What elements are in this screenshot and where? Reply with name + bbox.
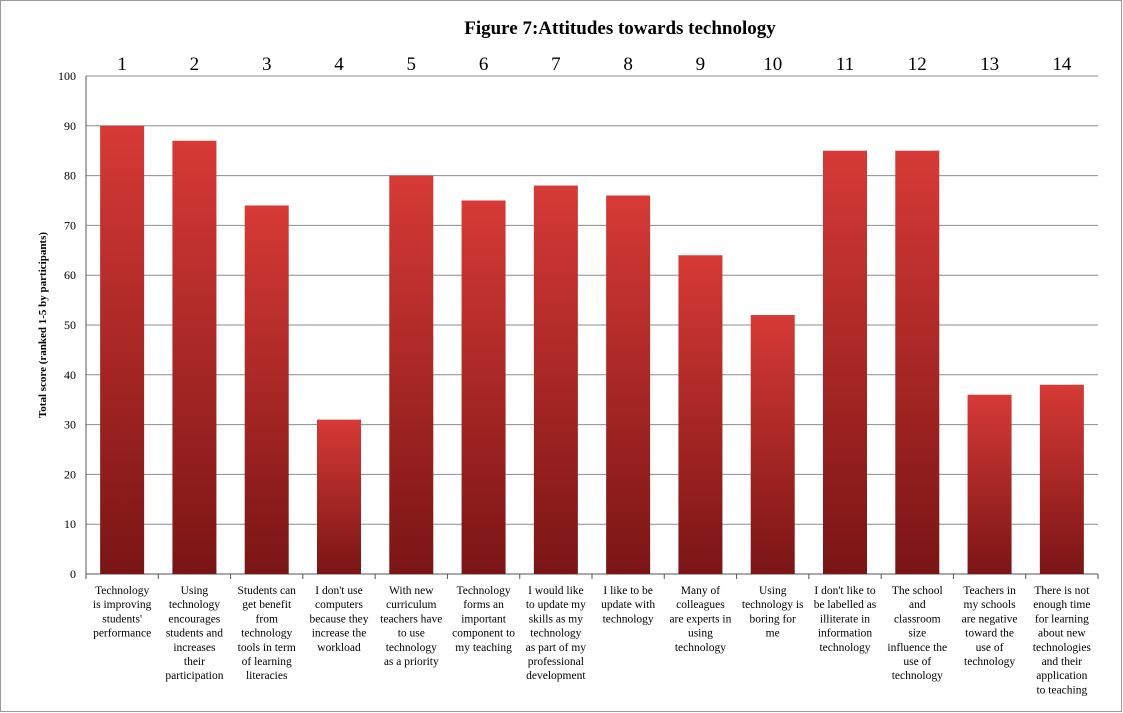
x-category-label: Using technology is boring for me (742, 585, 804, 640)
category-number: 12 (908, 54, 927, 75)
bar (823, 150, 867, 574)
y-tick-label: 50 (64, 318, 76, 332)
bar (895, 150, 940, 574)
bar (461, 200, 506, 574)
category-number: 4 (334, 54, 344, 75)
x-category-label: Using technology encourages students and inc… (165, 585, 223, 682)
y-tick-label: 30 (64, 418, 76, 432)
x-category-label: Technology is improving students' performan… (93, 585, 152, 640)
chart-title: Figure 7:Attitudes towards technology (464, 18, 776, 39)
x-category-label: With new curriculum teachers have to use tec… (380, 585, 442, 668)
category-number: 11 (836, 54, 854, 75)
y-tick-label: 10 (64, 517, 76, 531)
y-tick-label: 40 (64, 368, 76, 382)
category-number: 13 (980, 54, 999, 75)
bar (606, 195, 651, 574)
category-number: 7 (551, 54, 561, 75)
x-category-label: Technology forms an important component to m… (452, 585, 515, 654)
category-number: 9 (696, 54, 706, 75)
bar (678, 255, 723, 574)
bar (533, 185, 578, 574)
category-number: 5 (407, 54, 417, 75)
y-axis-label: Total score (ranked 1-5 by participants) (37, 232, 49, 418)
x-category-label: I like to be update with technology (601, 585, 655, 625)
x-category-label: I don't use computers because they increase… (309, 585, 368, 654)
y-tick-label: 90 (64, 119, 76, 133)
y-tick-label: 60 (64, 268, 76, 282)
bar (1039, 384, 1084, 574)
bar (317, 419, 361, 574)
x-category-label: The school and classroom size influence the u… (887, 585, 947, 682)
x-category-label: There is not enough time for learning about… (1033, 585, 1092, 696)
y-tick-label: 100 (58, 69, 76, 83)
y-tick-label: 80 (64, 169, 76, 183)
y-tick-label: 20 (64, 467, 76, 481)
category-number: 14 (1052, 54, 1072, 75)
category-number: 10 (763, 54, 782, 75)
category-number: 3 (262, 54, 272, 75)
x-category-label: I would like to update my skills as my tech… (526, 585, 587, 682)
bar (967, 394, 1012, 574)
bar (750, 315, 795, 574)
category-number: 1 (117, 54, 127, 75)
x-category-label: Teachers in my schools are negative toward … (962, 585, 1018, 668)
bar (172, 140, 217, 575)
y-tick-label: 0 (70, 567, 76, 581)
bar (244, 205, 289, 575)
category-number: 8 (623, 54, 633, 75)
category-number: 6 (479, 54, 489, 75)
x-category-label: Students can get benefit from technology too… (237, 585, 296, 682)
x-category-label: I don't like to be labelled as illiterate … (814, 585, 877, 654)
bar (389, 175, 434, 574)
bar (100, 125, 145, 575)
category-number: 2 (190, 54, 200, 75)
y-tick-label: 70 (64, 218, 76, 232)
x-category-label: Many of colleagues are experts in using tech… (669, 585, 731, 654)
